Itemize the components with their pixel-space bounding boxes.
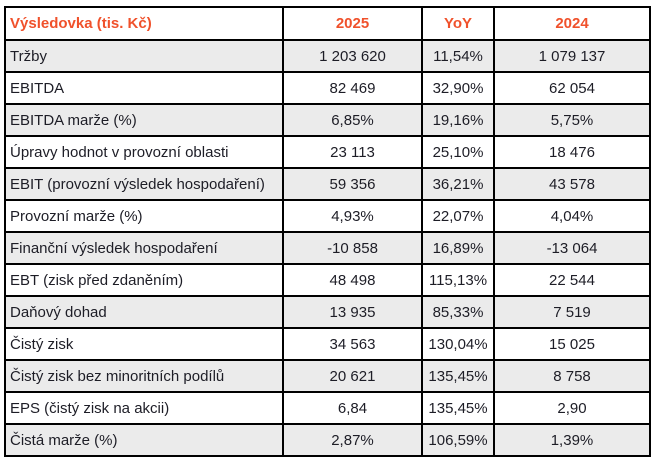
cell-yoy: 130,04% [421,327,495,361]
header-col-2024: 2024 [493,6,651,41]
row-label: EBITDA [4,71,284,105]
cell-2024: 18 476 [493,135,651,169]
row-label: EBIT (provozní výsledek hospodaření) [4,167,284,201]
cell-2024: 43 578 [493,167,651,201]
row-label: EBITDA marže (%) [4,103,284,137]
cell-2024: 7 519 [493,295,651,329]
table-row: Daňový dohad 13 935 85,33% 7 519 [4,295,651,329]
cell-2024: 5,75% [493,103,651,137]
row-label: Čistá marže (%) [4,423,284,457]
row-label: Daňový dohad [4,295,284,329]
row-label: Čistý zisk bez minoritních podílů [4,359,284,393]
cell-2025: 13 935 [282,295,423,329]
cell-2025: 23 113 [282,135,423,169]
cell-2025: 4,93% [282,199,423,233]
cell-yoy: 11,54% [421,39,495,73]
cell-yoy: 16,89% [421,231,495,265]
row-label: Čistý zisk [4,327,284,361]
table-header: Výsledovka (tis. Kč) 2025 YoY 2024 [4,6,651,41]
cell-2025: 82 469 [282,71,423,105]
cell-yoy: 106,59% [421,423,495,457]
cell-yoy: 115,13% [421,263,495,297]
table-row: EBIT (provozní výsledek hospodaření) 59 … [4,167,651,201]
table-row: Úpravy hodnot v provozní oblasti 23 113 … [4,135,651,169]
cell-2024: 4,04% [493,199,651,233]
cell-2025: 6,84 [282,391,423,425]
cell-2025: 59 356 [282,167,423,201]
cell-2024: -13 064 [493,231,651,265]
table-body: Tržby 1 203 620 11,54% 1 079 137 EBITDA … [4,39,651,457]
table-row: EBT (zisk před zdaněním) 48 498 115,13% … [4,263,651,297]
cell-2025: 2,87% [282,423,423,457]
cell-yoy: 22,07% [421,199,495,233]
table-row: EBITDA 82 469 32,90% 62 054 [4,71,651,105]
cell-yoy: 36,21% [421,167,495,201]
cell-2024: 62 054 [493,71,651,105]
table-row: EBITDA marže (%) 6,85% 19,16% 5,75% [4,103,651,137]
header-col-2025: 2025 [282,6,423,41]
cell-2025: 20 621 [282,359,423,393]
cell-2024: 15 025 [493,327,651,361]
cell-yoy: 25,10% [421,135,495,169]
row-label: Provozní marže (%) [4,199,284,233]
row-label: Úpravy hodnot v provozní oblasti [4,135,284,169]
table-row: Čistý zisk bez minoritních podílů 20 621… [4,359,651,393]
table-row: Tržby 1 203 620 11,54% 1 079 137 [4,39,651,73]
table-row: Finanční výsledek hospodaření -10 858 16… [4,231,651,265]
table-row: EPS (čistý zisk na akcii) 6,84 135,45% 2… [4,391,651,425]
table-row: Čistý zisk 34 563 130,04% 15 025 [4,327,651,361]
row-label: EBT (zisk před zdaněním) [4,263,284,297]
cell-yoy: 135,45% [421,359,495,393]
cell-2024: 8 758 [493,359,651,393]
header-row: Výsledovka (tis. Kč) 2025 YoY 2024 [4,6,651,41]
row-label: Tržby [4,39,284,73]
header-col-yoy: YoY [421,6,495,41]
header-title: Výsledovka (tis. Kč) [4,6,284,41]
cell-yoy: 32,90% [421,71,495,105]
cell-yoy: 19,16% [421,103,495,137]
table-row: Čistá marže (%) 2,87% 106,59% 1,39% [4,423,651,457]
cell-2025: 6,85% [282,103,423,137]
cell-2024: 22 544 [493,263,651,297]
cell-2025: -10 858 [282,231,423,265]
cell-2024: 1 079 137 [493,39,651,73]
row-label: EPS (čistý zisk na akcii) [4,391,284,425]
row-label: Finanční výsledek hospodaření [4,231,284,265]
table-row: Provozní marže (%) 4,93% 22,07% 4,04% [4,199,651,233]
income-statement-table: Výsledovka (tis. Kč) 2025 YoY 2024 Tržby… [4,6,651,457]
cell-2025: 34 563 [282,327,423,361]
cell-2024: 1,39% [493,423,651,457]
cell-2024: 2,90 [493,391,651,425]
cell-yoy: 135,45% [421,391,495,425]
income-statement-table-wrap: Výsledovka (tis. Kč) 2025 YoY 2024 Tržby… [4,6,651,457]
cell-2025: 1 203 620 [282,39,423,73]
cell-2025: 48 498 [282,263,423,297]
cell-yoy: 85,33% [421,295,495,329]
